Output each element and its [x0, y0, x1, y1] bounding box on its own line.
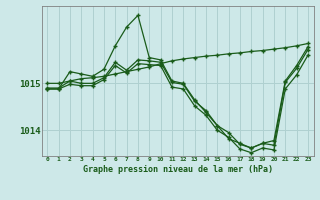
X-axis label: Graphe pression niveau de la mer (hPa): Graphe pression niveau de la mer (hPa): [83, 165, 273, 174]
